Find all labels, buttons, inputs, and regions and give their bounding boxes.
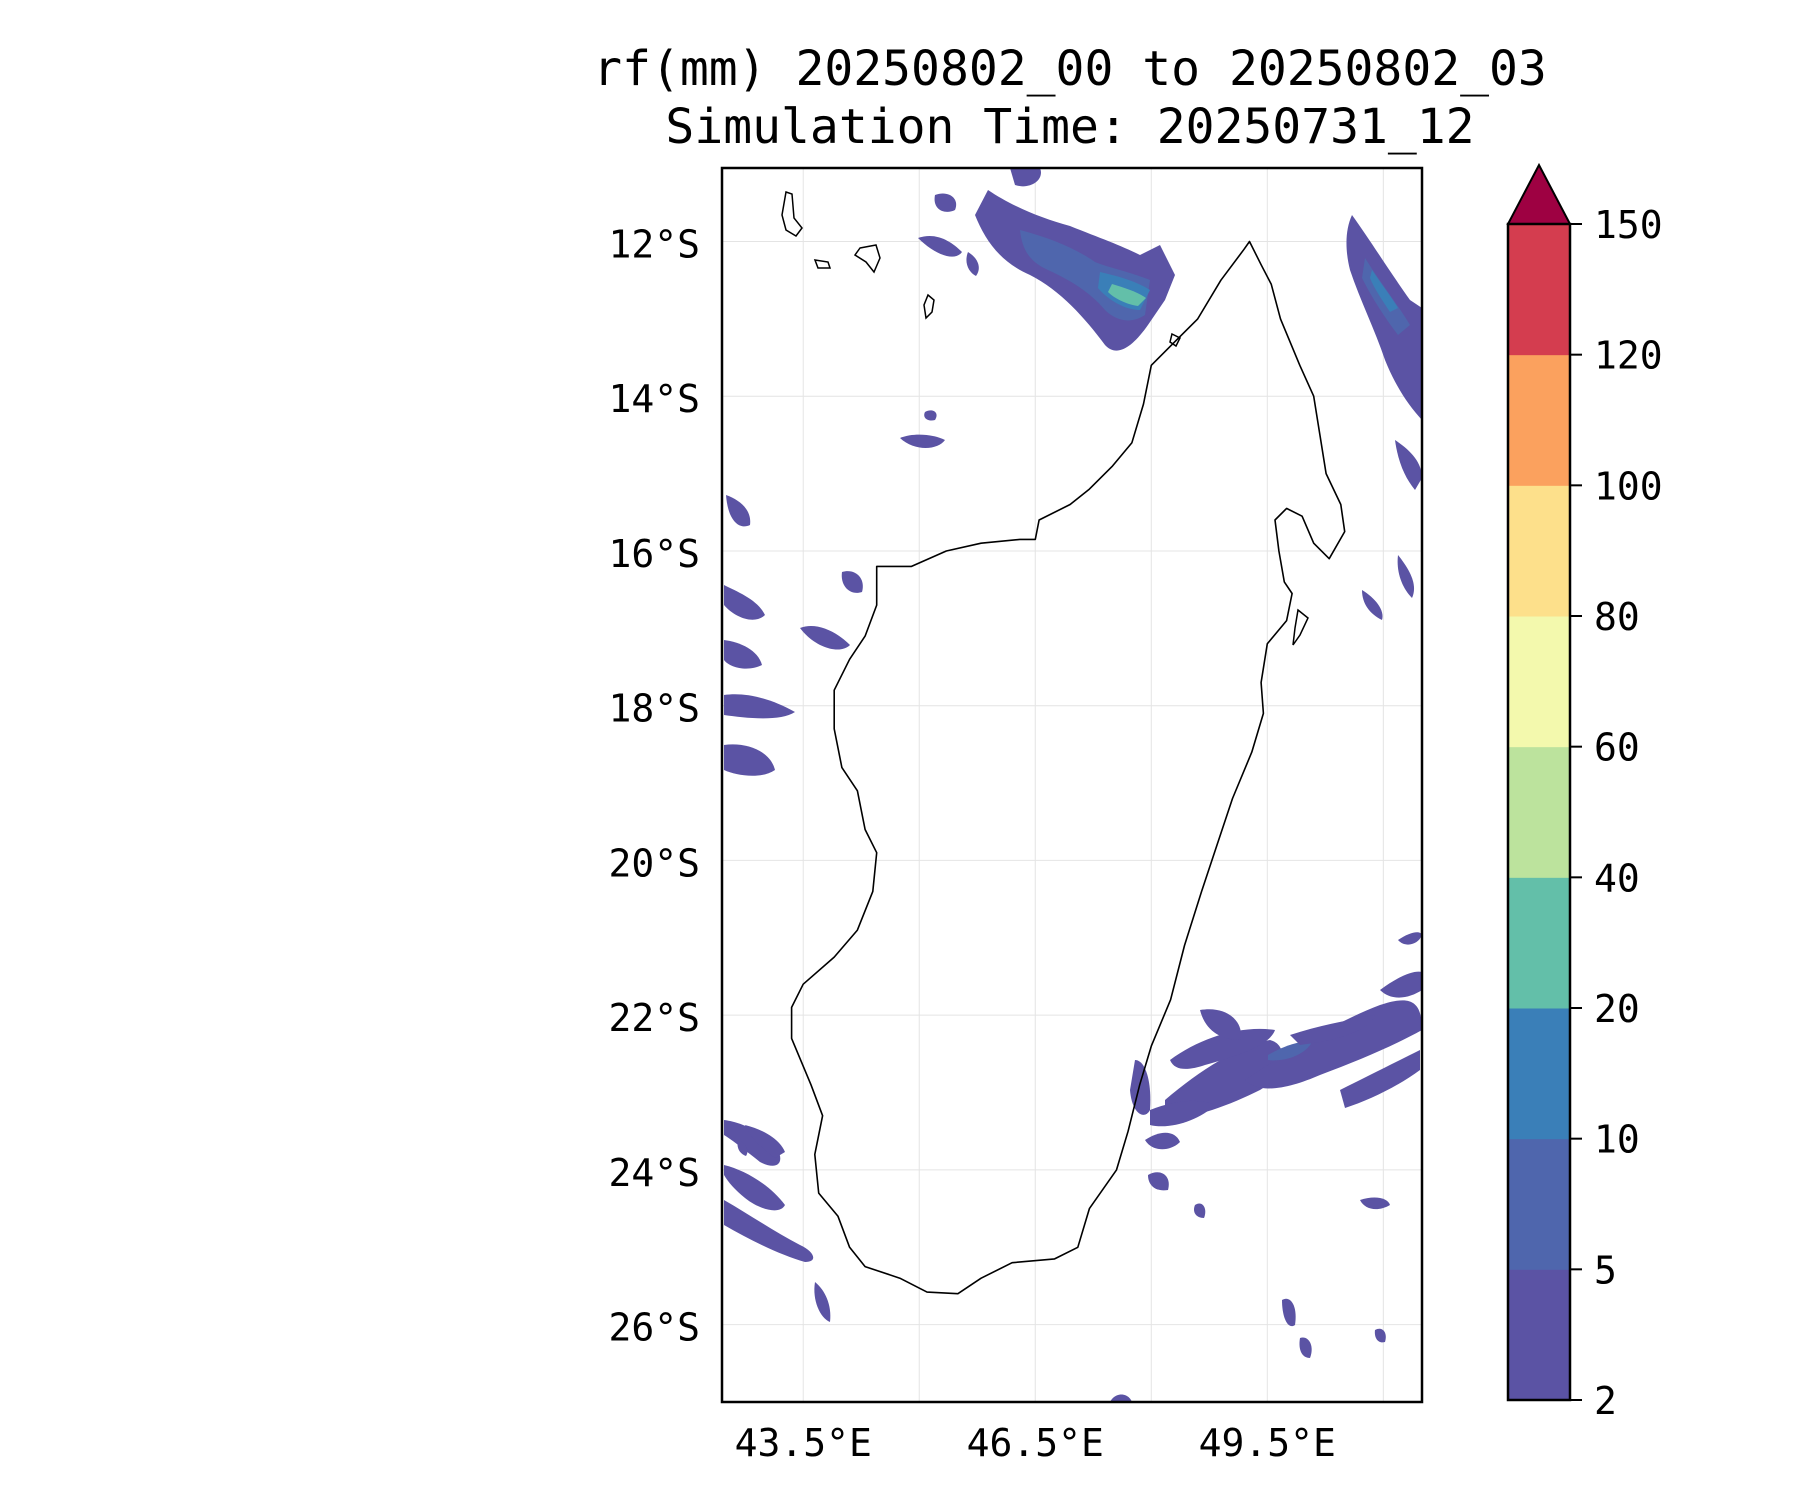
rain-area xyxy=(724,585,765,620)
rain-area xyxy=(1245,1000,1422,1089)
colorbar-frame xyxy=(1506,222,1572,1402)
colorbar: 2 5 10 20 40 60 80 100 120 150 xyxy=(1506,162,1663,1423)
madagascar-coastline xyxy=(790,240,1346,1295)
rain-area xyxy=(1360,1197,1390,1210)
rain-area xyxy=(924,410,937,421)
rain-area xyxy=(1340,1050,1420,1108)
lat-tick-label: 20°S xyxy=(608,841,700,885)
lat-tick-label: 12°S xyxy=(608,222,700,266)
island-outlines xyxy=(781,191,1309,646)
rain-area xyxy=(724,694,795,719)
lat-tick-label: 26°S xyxy=(608,1306,700,1350)
colorbar-tick-label: 120 xyxy=(1594,334,1663,378)
colorbar-segment xyxy=(1508,746,1570,878)
rain-area xyxy=(814,1282,831,1322)
rain-area xyxy=(724,1200,814,1262)
rain-area xyxy=(1150,1100,1215,1127)
rain-area xyxy=(724,640,762,669)
rain-area xyxy=(1380,971,1422,998)
rain-area xyxy=(1010,168,1041,187)
rain-area xyxy=(1282,1298,1296,1327)
rain-area xyxy=(800,625,850,650)
lon-tick-label: 43.5°E xyxy=(735,1421,872,1465)
graticule xyxy=(722,168,1422,1402)
colorbar-tick-label: 40 xyxy=(1594,856,1640,900)
lon-tick-label: 46.5°E xyxy=(967,1421,1104,1465)
colorbar-segment xyxy=(1508,354,1570,486)
rain-area xyxy=(1370,270,1398,312)
rain-area xyxy=(841,571,863,593)
map-frame xyxy=(720,166,1424,1404)
colorbar-extend-arrow xyxy=(1506,162,1572,225)
rain-area xyxy=(934,193,957,212)
latitude-axis: 12°S 14°S 16°S 18°S 20°S 22°S 24°S 26°S xyxy=(608,222,700,1349)
lat-tick-label: 18°S xyxy=(608,687,700,731)
island-outline xyxy=(781,191,803,237)
rain-area xyxy=(726,495,751,527)
colorbar-tick-label: 5 xyxy=(1594,1248,1617,1292)
chart-title: rf(mm) 20250802_00 to 20250802_03 xyxy=(593,41,1547,97)
rain-area xyxy=(1395,440,1422,490)
colorbar-segment xyxy=(1508,877,1570,1009)
rain-area xyxy=(918,235,962,257)
colorbar-tick-label: 150 xyxy=(1594,203,1663,247)
rain-area xyxy=(1200,1009,1241,1040)
island-outline xyxy=(1292,608,1309,646)
lon-tick-label: 49.5°E xyxy=(1199,1421,1336,1465)
longitude-axis: 43.5°E 46.5°E 49.5°E xyxy=(735,1421,1336,1465)
rain-area xyxy=(1165,1040,1283,1120)
colorbar-tick-label: 10 xyxy=(1594,1118,1640,1162)
rain-area xyxy=(1148,1172,1169,1191)
rain-area xyxy=(1194,1203,1206,1218)
lat-tick-label: 14°S xyxy=(608,377,700,421)
island-outline xyxy=(1169,332,1182,348)
rain-area xyxy=(900,434,945,448)
rain-area xyxy=(724,1165,785,1211)
map-panel: 12°S14°S16°S18°S20°S22°S24°S26°S 43.5°E 4… xyxy=(608,166,1424,1465)
rain-area xyxy=(1299,1337,1312,1358)
island-outline xyxy=(813,259,832,269)
lat-tick-label: 16°S xyxy=(608,532,700,576)
rainfall-fill-layer xyxy=(724,168,1422,1402)
rain-area xyxy=(1398,932,1422,945)
colorbar-segment xyxy=(1508,1008,1570,1140)
colorbar-segment xyxy=(1508,1269,1570,1401)
colorbar-tick-label: 80 xyxy=(1594,595,1640,639)
rain-area xyxy=(1110,1394,1132,1402)
rain-area xyxy=(737,1140,748,1156)
rain-area xyxy=(1108,284,1146,306)
colorbar-segment xyxy=(1508,1138,1570,1270)
rain-area xyxy=(1374,1328,1386,1343)
colorbar-tick-label: 2 xyxy=(1594,1379,1617,1423)
colorbar-tick-label: 100 xyxy=(1594,464,1663,508)
rain-area xyxy=(1290,1015,1375,1045)
island-outline xyxy=(923,293,935,320)
rain-area xyxy=(745,1125,785,1158)
island-outline xyxy=(853,244,881,274)
colorbar-tick-label: 20 xyxy=(1594,987,1640,1031)
lat-tick-label: 22°S xyxy=(608,996,700,1040)
rain-area xyxy=(1145,1132,1180,1150)
colorbar-segment xyxy=(1508,485,1570,617)
rain-area xyxy=(1170,1028,1275,1069)
rain-area xyxy=(724,744,775,776)
colorbar-tick-label: 60 xyxy=(1594,726,1640,770)
chart-subtitle: Simulation Time: 20250731_12 xyxy=(665,99,1475,155)
rain-area xyxy=(1268,1041,1312,1061)
rain-area xyxy=(724,1120,781,1166)
rain-area xyxy=(966,252,979,276)
rain-area xyxy=(1362,590,1383,620)
rain-area xyxy=(1397,555,1415,598)
lat-tick-label: 24°S xyxy=(608,1151,700,1195)
colorbar-segment xyxy=(1508,616,1570,748)
colorbar-segment xyxy=(1508,224,1570,356)
